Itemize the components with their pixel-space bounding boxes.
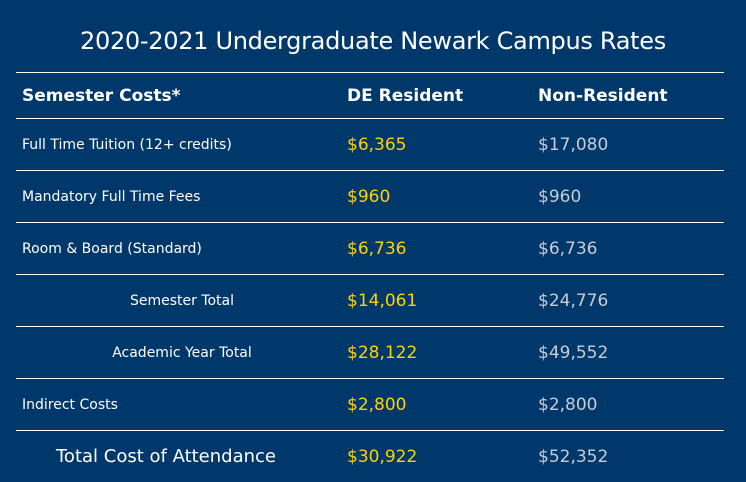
table-row-tuition: Full Time Tuition (12+ credits) $6,365 $… [16, 119, 724, 171]
row-label: Indirect Costs [22, 396, 118, 413]
non-resident-value: $2,800 [538, 394, 598, 415]
non-resident-value: $17,080 [538, 134, 609, 155]
de-resident-value: $6,736 [347, 238, 407, 259]
non-resident-value: $52,352 [538, 446, 609, 467]
table-row-semester-total: Semester Total $14,061 $24,776 [16, 275, 724, 327]
table-row-room-board: Room & Board (Standard) $6,736 $6,736 [16, 223, 724, 275]
table-row-total-cost: Total Cost of Attendance $30,922 $52,352 [16, 431, 724, 482]
table-header-row: Semester Costs* DE Resident Non-Resident [16, 73, 724, 119]
de-resident-value: $14,061 [347, 290, 418, 311]
header-semester-costs: Semester Costs* [22, 85, 181, 106]
page-title: 2020-2021 Undergraduate Newark Campus Ra… [80, 27, 666, 55]
de-resident-value: $960 [347, 186, 391, 207]
row-label: Mandatory Full Time Fees [22, 188, 201, 205]
non-resident-value: $6,736 [538, 238, 598, 259]
non-resident-value: $960 [538, 186, 582, 207]
row-label: Total Cost of Attendance [56, 446, 276, 467]
header-de-resident: DE Resident [347, 85, 464, 106]
table-row-indirect-costs: Indirect Costs $2,800 $2,800 [16, 379, 724, 431]
row-label: Room & Board (Standard) [22, 240, 202, 257]
de-resident-value: $30,922 [347, 446, 418, 467]
rates-table: Semester Costs* DE Resident Non-Resident… [16, 72, 724, 482]
row-label: Academic Year Total [112, 344, 252, 361]
de-resident-value: $28,122 [347, 342, 418, 363]
table-row-academic-year-total: Academic Year Total $28,122 $49,552 [16, 327, 724, 379]
header-non-resident: Non-Resident [538, 85, 668, 106]
non-resident-value: $49,552 [538, 342, 609, 363]
row-label: Full Time Tuition (12+ credits) [22, 136, 232, 153]
row-label: Semester Total [129, 292, 235, 309]
de-resident-value: $2,800 [347, 394, 407, 415]
non-resident-value: $24,776 [538, 290, 609, 311]
table-row-fees: Mandatory Full Time Fees $960 $960 [16, 171, 724, 223]
de-resident-value: $6,365 [347, 134, 407, 155]
